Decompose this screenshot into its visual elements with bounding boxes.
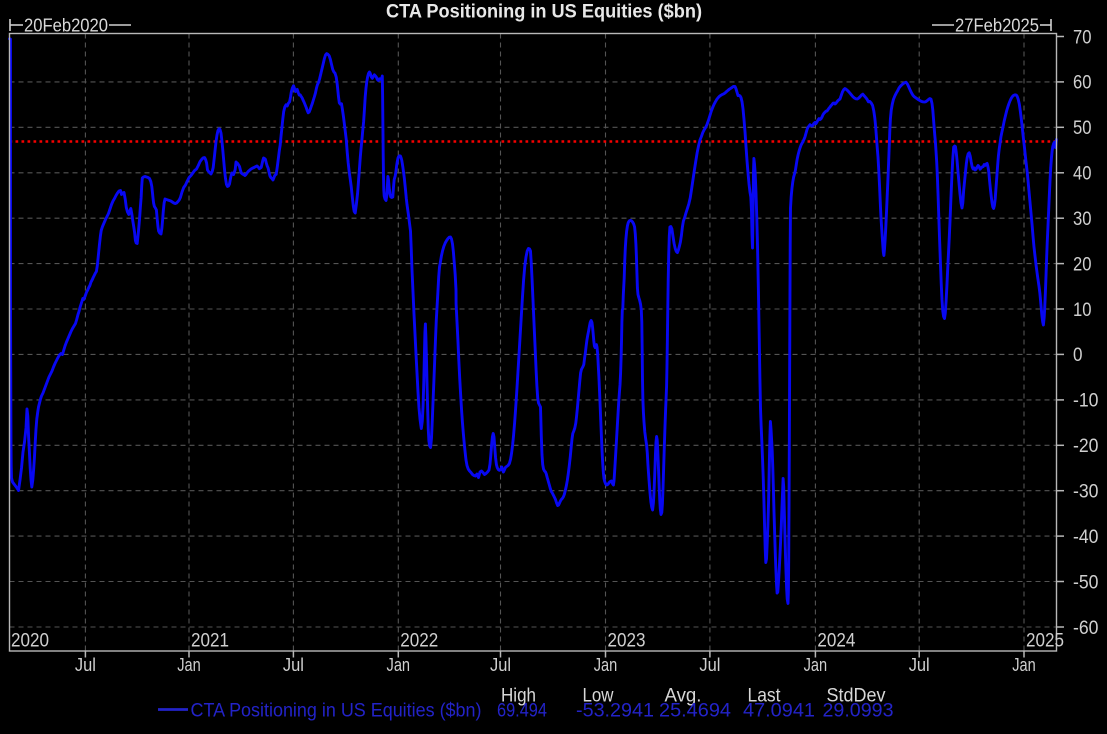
svg-text:Jan: Jan	[177, 655, 201, 675]
svg-text:2021: 2021	[191, 631, 229, 652]
svg-text:29.0993: 29.0993	[823, 701, 894, 722]
svg-text:-53.2941: -53.2941	[576, 701, 654, 722]
svg-text:2020: 2020	[11, 631, 49, 652]
svg-text:70: 70	[1073, 27, 1092, 48]
svg-text:Jan: Jan	[387, 655, 411, 675]
svg-text:50: 50	[1073, 118, 1092, 139]
svg-text:-10: -10	[1073, 391, 1099, 412]
svg-text:20: 20	[1073, 254, 1092, 275]
svg-text:Jan: Jan	[594, 655, 618, 675]
svg-text:-60: -60	[1073, 618, 1099, 639]
svg-text:-30: -30	[1073, 482, 1099, 503]
svg-text:2022: 2022	[400, 631, 438, 652]
svg-text:-20: -20	[1073, 436, 1099, 457]
svg-text:47.0941: 47.0941	[743, 701, 815, 722]
svg-text:10: 10	[1073, 300, 1092, 321]
svg-text:-50: -50	[1073, 572, 1099, 593]
svg-text:2023: 2023	[608, 631, 646, 652]
svg-text:Jul: Jul	[490, 655, 511, 675]
svg-text:25.4694: 25.4694	[659, 701, 731, 722]
svg-text:High: High	[501, 686, 536, 707]
svg-text:Low: Low	[583, 686, 614, 707]
svg-text:Jul: Jul	[699, 655, 720, 675]
svg-text:Jul: Jul	[75, 655, 96, 675]
svg-text:27Feb2025: 27Feb2025	[955, 16, 1039, 36]
svg-text:CTA Positioning in US Equities: CTA Positioning in US Equities ($bn)	[191, 701, 482, 722]
svg-text:2025: 2025	[1026, 631, 1064, 652]
svg-text:0: 0	[1073, 345, 1083, 366]
svg-text:Avg.: Avg.	[665, 686, 702, 707]
svg-text:20Feb2020: 20Feb2020	[24, 16, 108, 36]
svg-text:Jul: Jul	[283, 655, 304, 675]
svg-text:60: 60	[1073, 73, 1092, 94]
svg-text:30: 30	[1073, 209, 1092, 230]
svg-text:69.494: 69.494	[497, 701, 547, 722]
svg-text:Jul: Jul	[909, 655, 930, 675]
svg-text:2024: 2024	[817, 631, 855, 652]
svg-text:StdDev: StdDev	[827, 686, 886, 707]
svg-text:Jan: Jan	[804, 655, 828, 675]
svg-text:-40: -40	[1073, 527, 1099, 548]
svg-text:Last: Last	[748, 686, 782, 707]
svg-text:CTA Positioning in US Equities: CTA Positioning in US Equities ($bn)	[386, 1, 702, 23]
svg-text:Jan: Jan	[1012, 655, 1036, 675]
svg-text:40: 40	[1073, 164, 1092, 185]
